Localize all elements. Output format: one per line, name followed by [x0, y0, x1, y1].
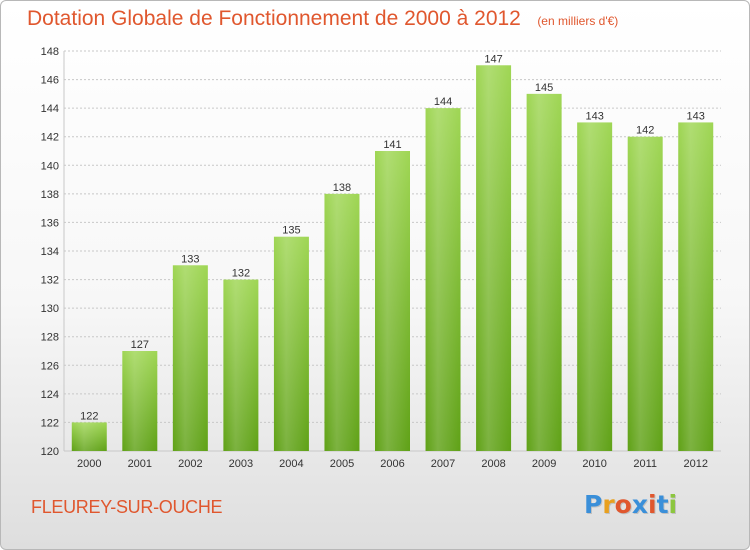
y-tick-label: 146	[41, 75, 59, 87]
logo-letter: P	[584, 490, 603, 519]
logo-letter: x	[631, 490, 648, 519]
y-tick-label: 144	[41, 103, 59, 115]
bar-highlight	[223, 279, 259, 451]
bar-highlight	[172, 265, 208, 451]
proxiti-logo[interactable]: Proxiti	[584, 490, 677, 519]
data-label: 135	[282, 225, 300, 237]
y-tick-label: 120	[41, 446, 59, 458]
x-tick-label: 2011	[633, 458, 657, 470]
x-tick-label: 2005	[330, 458, 354, 470]
data-labels: 122 127 133 132 135 138 141 144 147 145 143 142 143	[80, 53, 705, 422]
x-tick-label: 2002	[178, 458, 202, 470]
data-label: 141	[383, 139, 401, 151]
logo-letter: i	[648, 490, 657, 519]
y-tick-label: 126	[41, 360, 59, 372]
y-tick-label: 122	[41, 417, 59, 429]
x-tick-label: 2001	[128, 458, 152, 470]
x-tick-label: 2000	[77, 458, 101, 470]
data-label: 122	[80, 410, 98, 422]
logo-letter: t	[656, 490, 669, 519]
x-tick-label: 2003	[229, 458, 253, 470]
y-tick-label: 136	[41, 217, 59, 229]
y-tick-label: 148	[41, 46, 59, 58]
bar-highlight	[526, 93, 562, 451]
data-label: 142	[636, 125, 654, 137]
bar-highlight	[273, 236, 309, 451]
x-tick-label: 2010	[582, 458, 606, 470]
chart-title: Dotation Globale de Fonctionnement de 20…	[27, 7, 521, 30]
data-label: 133	[181, 253, 199, 265]
x-tick-label: 2004	[279, 458, 303, 470]
municipality-name: FLEUREY-SUR-OUCHE	[31, 497, 223, 517]
x-tick-label: 2009	[532, 458, 556, 470]
x-tick-label: 2006	[380, 458, 404, 470]
logo-letter: i	[668, 490, 678, 519]
data-label: 144	[434, 96, 452, 108]
x-tick-label: 2012	[683, 458, 707, 470]
bar-highlight	[577, 122, 613, 451]
bar-highlight	[678, 122, 714, 451]
y-tick-label: 128	[41, 332, 59, 344]
chart-unit-label: (en milliers d'€)	[537, 14, 619, 28]
data-label: 143	[585, 110, 603, 122]
x-tick-label: 2008	[481, 458, 505, 470]
bar-highlight	[71, 422, 107, 451]
bars	[71, 65, 714, 452]
data-label: 138	[333, 182, 351, 194]
chart-title-row: Dotation Globale de Fonctionnement de 20…	[27, 7, 618, 31]
bar-highlight	[476, 65, 512, 452]
data-label: 143	[687, 110, 705, 122]
bar-highlight	[122, 351, 158, 451]
bar-highlight	[627, 136, 663, 451]
x-tick-label: 2007	[431, 458, 455, 470]
data-label: 147	[484, 53, 502, 65]
logo-letter: o	[614, 490, 632, 519]
y-tick-label: 124	[41, 389, 59, 401]
y-tick-label: 138	[41, 189, 59, 201]
logo-letter: r	[602, 490, 615, 519]
y-tick-label: 130	[41, 303, 59, 315]
data-label: 127	[131, 339, 149, 351]
y-tick-label: 132	[41, 275, 59, 287]
y-tick-label: 140	[41, 160, 59, 172]
data-label: 132	[232, 268, 250, 280]
bar-highlight	[425, 108, 461, 452]
bar-highlight	[324, 193, 360, 451]
y-tick-label: 134	[41, 246, 59, 258]
y-axis-ticks: 120 122 124 126 128 130 132 134 136 138 140 142 144 1…	[41, 46, 59, 458]
data-label: 145	[535, 82, 553, 94]
bar-highlight	[375, 151, 410, 451]
y-tick-label: 142	[41, 132, 59, 144]
x-axis-ticks: 2000 2001 2002 2003 2004 2005 2006 2007 2008 2009…	[77, 458, 708, 470]
